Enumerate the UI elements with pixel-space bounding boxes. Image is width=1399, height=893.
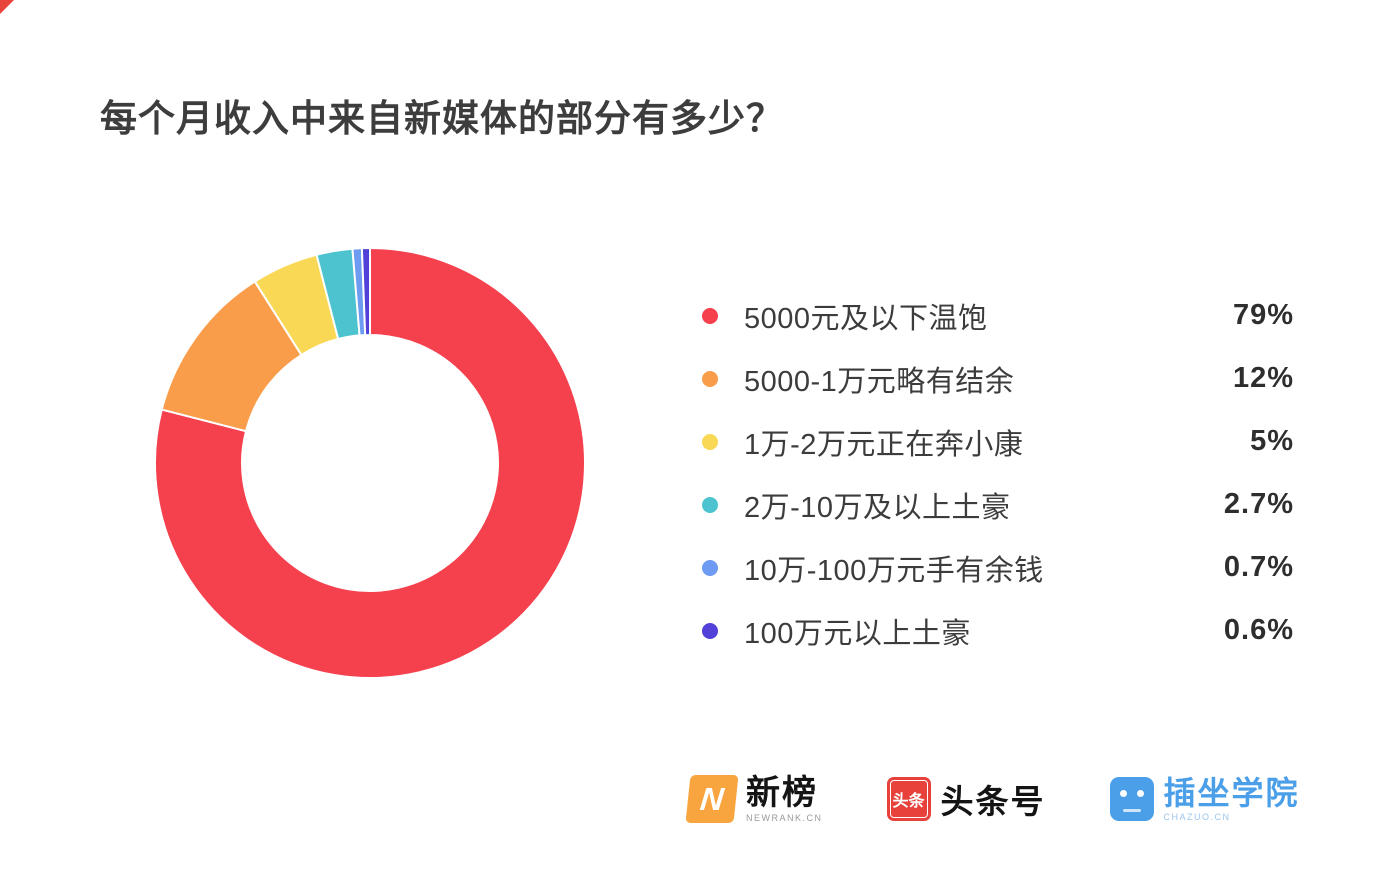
- chazuo-mark-icon: [1109, 777, 1154, 821]
- chazuo-logo-subtext: CHAZUO.CN: [1163, 811, 1231, 822]
- legend-label: 2万-10万及以上土豪: [744, 491, 1011, 524]
- footer-logos: N 新榜 NEWRANK.CN 头条 头条号 插坐学院 CHAZUO.CN: [685, 773, 1300, 823]
- newrank-logo: N 新榜 NEWRANK.CN: [685, 773, 823, 823]
- legend-dot: [702, 496, 718, 513]
- legend-item: 5000元及以下温饱 79%: [702, 296, 1294, 335]
- donut-chart-area: [140, 233, 600, 693]
- legend-label: 1万-2万元正在奔小康: [744, 428, 1024, 461]
- legend-item: 5000-1万元略有结余 12%: [702, 359, 1294, 398]
- legend-label: 5000-1万元略有结余: [744, 365, 1015, 398]
- page-title: 每个月收入中来自新媒体的部分有多少？: [100, 98, 784, 139]
- legend-dot: [702, 370, 718, 387]
- donut-chart: [154, 246, 586, 679]
- legend-item: 100万元以上土豪 0.6%: [702, 611, 1294, 650]
- corner-mark: [0, 0, 14, 14]
- legend-value: 79%: [1232, 299, 1294, 331]
- legend-value: 0.6%: [1223, 614, 1294, 646]
- newrank-logo-text: 新榜: [746, 773, 818, 812]
- toutiao-logo-text: 头条号: [940, 783, 1046, 820]
- donut-segment: [360, 246, 371, 337]
- legend-label: 100万元以上土豪: [744, 617, 971, 650]
- legend-label: 5000元及以下温饱: [744, 302, 988, 335]
- newrank-logo-subtext: NEWRANK.CN: [746, 812, 823, 823]
- legend-item: 10万-100万元手有余钱 0.7%: [702, 548, 1294, 587]
- newrank-mark-icon: N: [685, 775, 739, 823]
- legend-dot: [702, 622, 718, 639]
- legend-dot: [702, 307, 718, 324]
- toutiao-logo: 头条 头条号: [886, 775, 1046, 823]
- legend-dot: [702, 559, 718, 576]
- chazuo-logo-text: 插坐学院: [1163, 774, 1300, 811]
- legend-label: 10万-100万元手有余钱: [744, 554, 1044, 587]
- legend-value: 2.7%: [1223, 488, 1294, 520]
- legend-dot: [702, 433, 718, 450]
- donut-segment: [154, 246, 586, 679]
- toutiao-mark-icon: 头条: [886, 777, 931, 821]
- legend-value: 0.7%: [1223, 551, 1294, 583]
- legend: 5000元及以下温饱 79% 5000-1万元略有结余 12% 1万-2万元正在奔小康 5…: [702, 296, 1294, 674]
- legend-item: 1万-2万元正在奔小康 5%: [702, 422, 1294, 461]
- legend-item: 2万-10万及以上土豪 2.7%: [702, 485, 1294, 524]
- chazuo-logo: 插坐学院 CHAZUO.CN: [1109, 774, 1300, 822]
- legend-value: 5%: [1250, 425, 1294, 457]
- legend-value: 12%: [1232, 362, 1294, 394]
